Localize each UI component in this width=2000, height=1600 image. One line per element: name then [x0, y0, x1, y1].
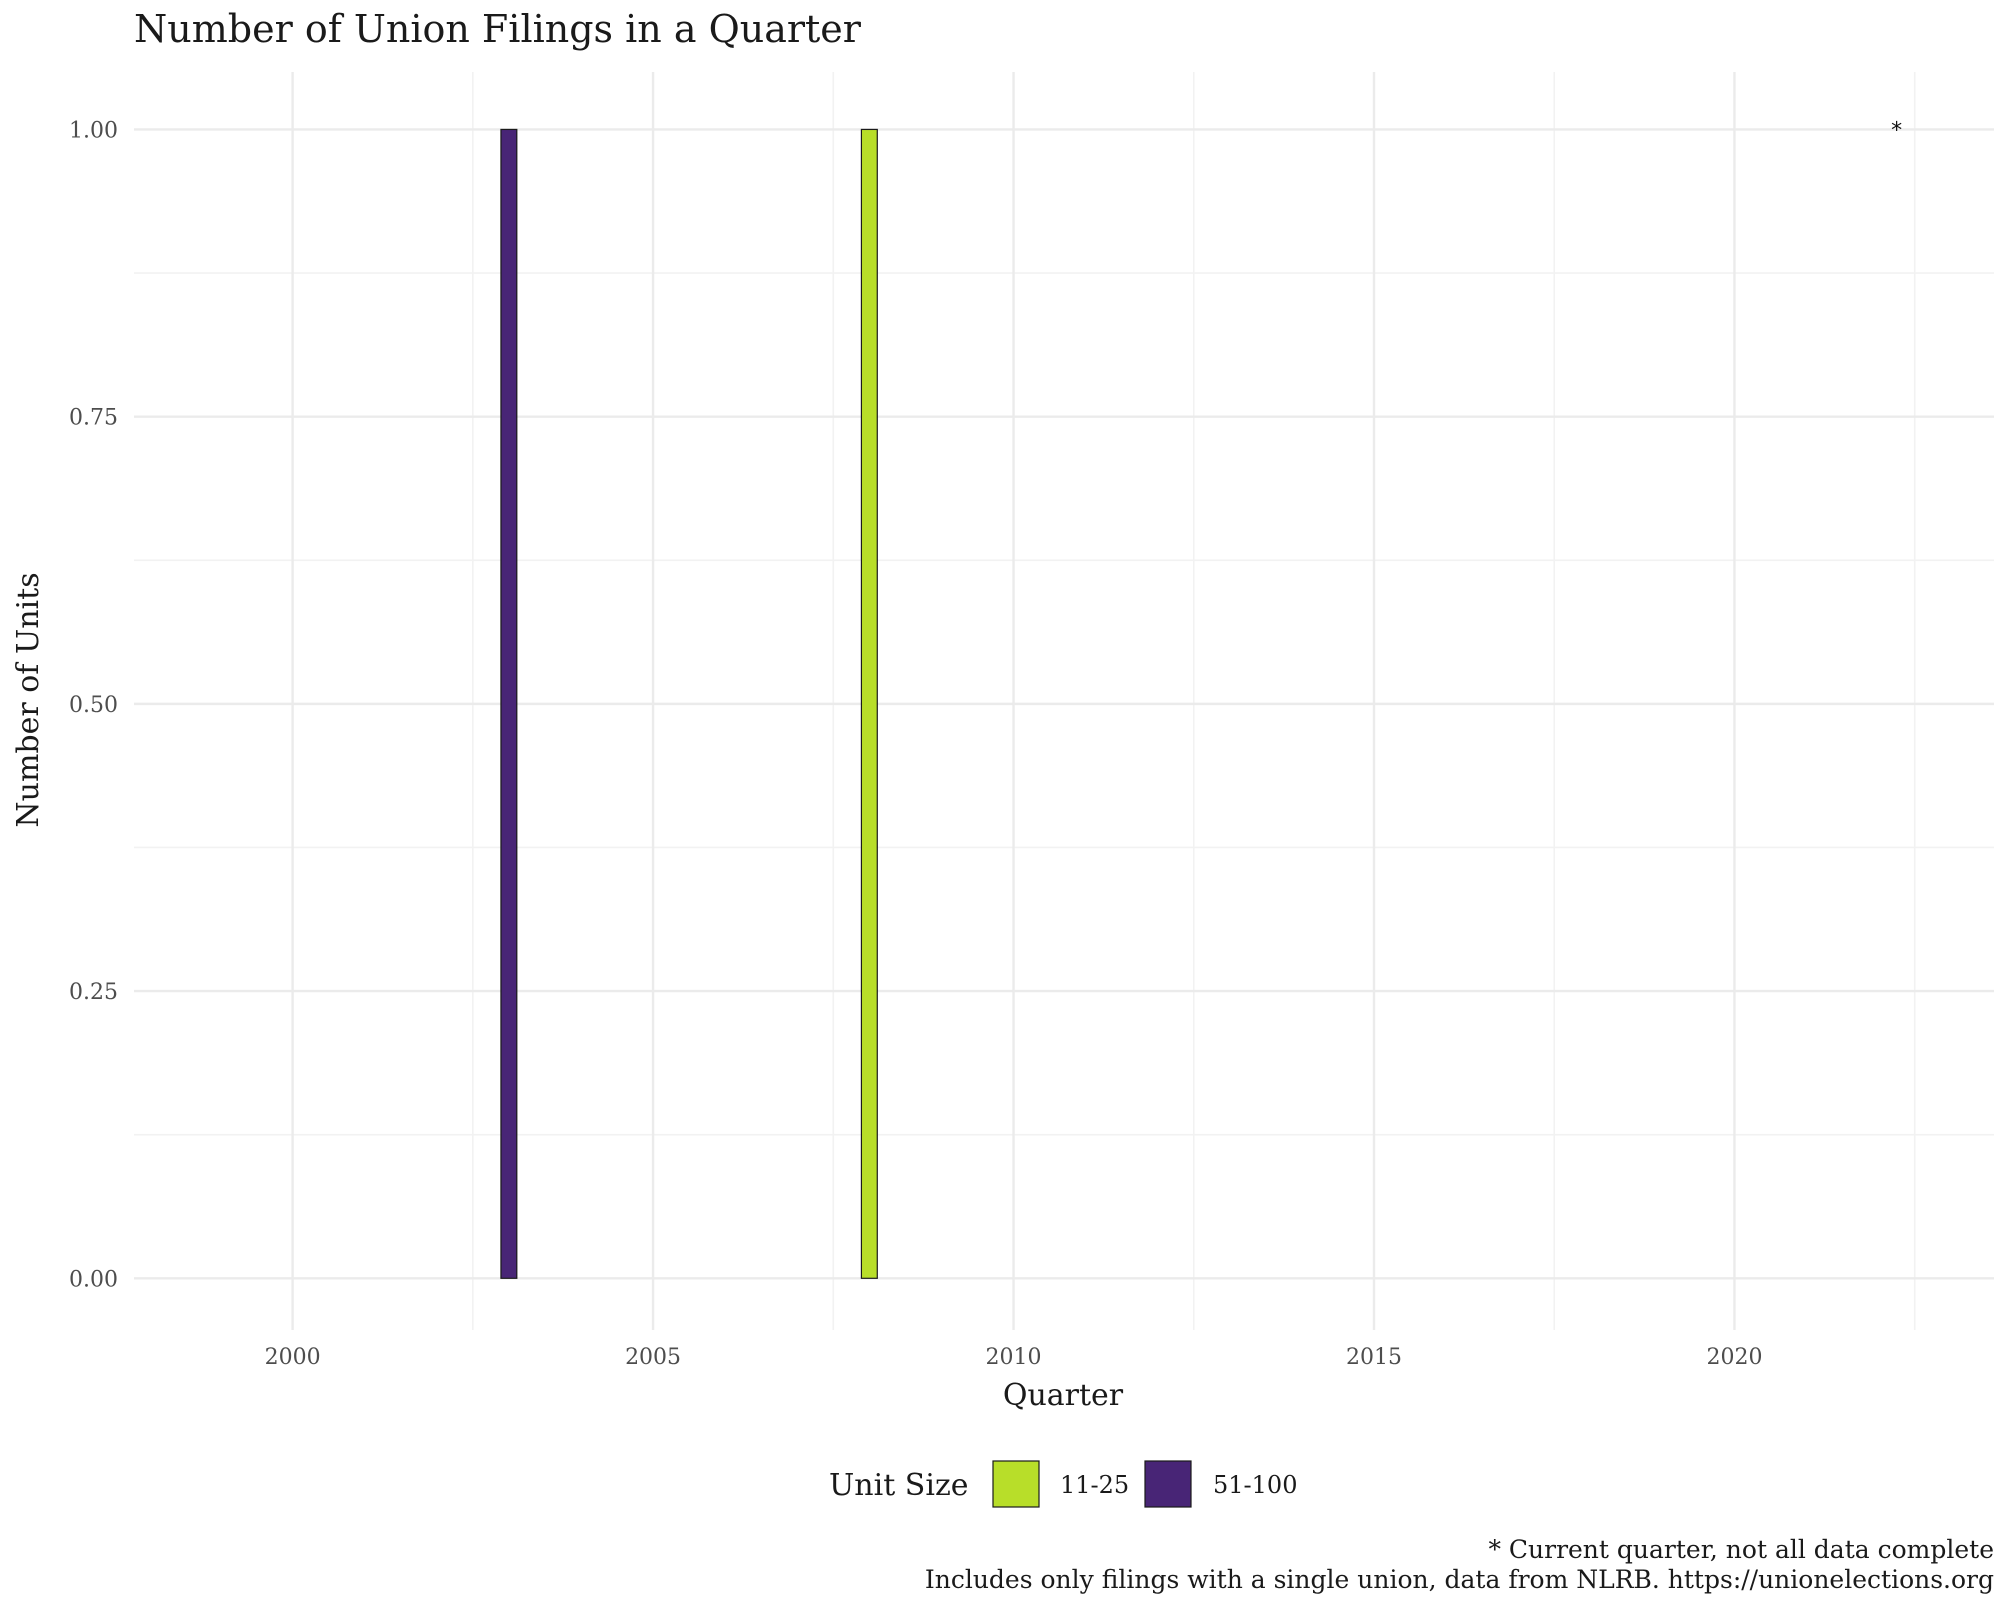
- legend-label-11-25: 11-25: [1060, 1471, 1129, 1499]
- bar-11-25: [860, 128, 878, 1279]
- annotations: *: [1891, 118, 1902, 143]
- y-tick-label: 0.75: [69, 406, 118, 431]
- y-tick-label: 0.25: [69, 980, 118, 1005]
- x-tick-label: 2020: [1706, 1345, 1762, 1370]
- current-quarter-marker: *: [1891, 118, 1902, 143]
- legend-title: Unit Size: [829, 1468, 969, 1503]
- x-axis-ticks: 2000 2005 2010 2015 2020: [265, 1345, 1763, 1370]
- legend-label-51-100: 51-100: [1213, 1471, 1297, 1499]
- y-tick-label: 0.50: [69, 693, 118, 718]
- y-axis-title: Number of Units: [11, 572, 46, 827]
- chart-title: Number of Union Filings in a Quarter: [134, 7, 862, 51]
- bars: [500, 128, 878, 1279]
- y-tick-label: 1.00: [69, 118, 118, 143]
- y-tick-label: 0.00: [69, 1267, 118, 1292]
- grid: [134, 72, 1994, 1330]
- x-axis-title: Quarter: [1003, 1378, 1124, 1413]
- x-tick-label: 2005: [625, 1345, 681, 1370]
- bar-51-100: [500, 128, 518, 1279]
- legend: Unit Size 11-25 51-100: [829, 1460, 1297, 1508]
- legend-swatch-51-100: [1144, 1460, 1192, 1508]
- caption-note: * Current quarter, not all data complete: [1488, 1535, 1994, 1564]
- legend-swatch-11-25: [992, 1460, 1040, 1508]
- caption-source: Includes only filings with a single unio…: [925, 1565, 1994, 1594]
- x-tick-label: 2015: [1346, 1345, 1402, 1370]
- x-tick-label: 2000: [265, 1345, 321, 1370]
- y-axis-ticks: 0.00 0.25 0.50 0.75 1.00: [69, 118, 118, 1292]
- x-tick-label: 2010: [986, 1345, 1042, 1370]
